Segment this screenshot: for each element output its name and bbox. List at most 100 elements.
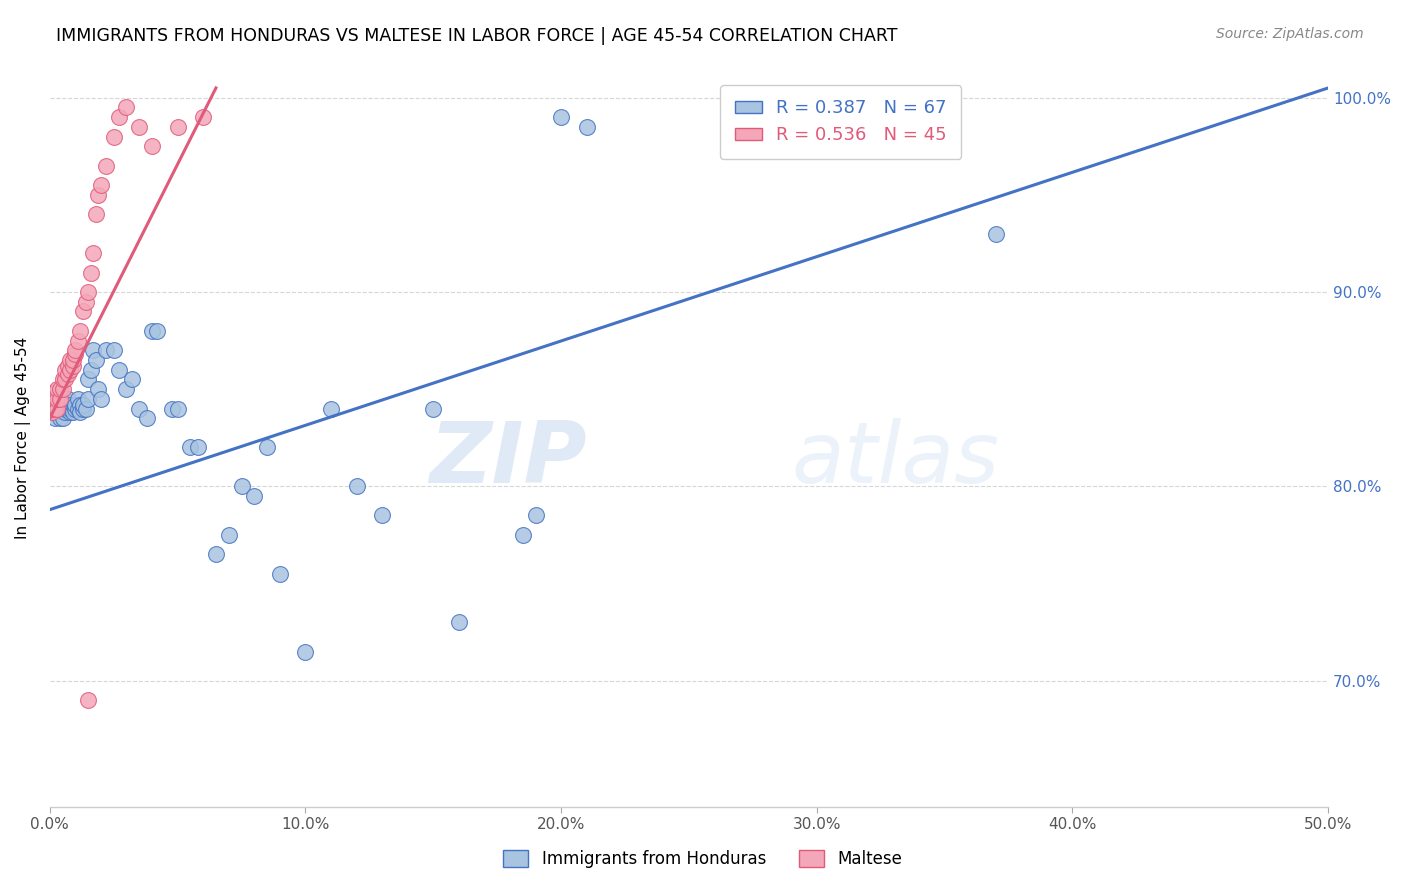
Point	[53, 363, 76, 377]
Point	[38, 401, 60, 416]
Point	[87, 187, 110, 202]
Point	[121, 372, 143, 386]
Point	[53, 401, 76, 416]
Point	[422, 401, 444, 416]
Point	[524, 508, 547, 523]
Point	[53, 398, 76, 412]
Legend: R = 0.387   N = 67, R = 0.536   N = 45: R = 0.387 N = 67, R = 0.536 N = 45	[720, 85, 962, 159]
Text: ZIP: ZIP	[429, 418, 586, 501]
Point	[84, 207, 107, 221]
Point	[79, 266, 101, 280]
Y-axis label: In Labor Force | Age 45-54: In Labor Force | Age 45-54	[15, 336, 31, 539]
Point	[146, 324, 169, 338]
Point	[41, 401, 63, 416]
Point	[72, 398, 94, 412]
Point	[65, 398, 87, 412]
Point	[231, 479, 253, 493]
Point	[62, 359, 84, 373]
Point	[44, 386, 66, 401]
Point	[46, 401, 69, 416]
Point	[79, 363, 101, 377]
Point	[66, 392, 89, 406]
Point	[41, 398, 63, 412]
Point	[77, 392, 100, 406]
Point	[38, 392, 60, 406]
Point	[162, 401, 184, 416]
Legend: Immigrants from Honduras, Maltese: Immigrants from Honduras, Maltese	[496, 843, 910, 875]
Point	[166, 401, 188, 416]
Point	[46, 392, 69, 406]
Point	[56, 392, 79, 406]
Point	[65, 343, 87, 358]
Text: Source: ZipAtlas.com: Source: ZipAtlas.com	[1216, 27, 1364, 41]
Text: atlas: atlas	[792, 418, 1000, 501]
Point	[49, 392, 72, 406]
Point	[59, 363, 82, 377]
Point	[66, 401, 89, 416]
Point	[141, 139, 163, 153]
Point	[41, 392, 63, 406]
Point	[575, 120, 598, 134]
Point	[51, 382, 73, 396]
Point	[84, 353, 107, 368]
Text: IMMIGRANTS FROM HONDURAS VS MALTESE IN LABOR FORCE | AGE 45-54 CORRELATION CHART: IMMIGRANTS FROM HONDURAS VS MALTESE IN L…	[56, 27, 898, 45]
Point	[166, 120, 188, 134]
Point	[62, 401, 84, 416]
Point	[256, 441, 278, 455]
Point	[72, 304, 94, 318]
Point	[94, 159, 117, 173]
Point	[59, 405, 82, 419]
Point	[103, 343, 125, 358]
Point	[41, 405, 63, 419]
Point	[115, 382, 138, 396]
Point	[69, 405, 91, 419]
Point	[51, 405, 73, 419]
Point	[51, 411, 73, 425]
Point	[49, 401, 72, 416]
Point	[49, 382, 72, 396]
Point	[66, 334, 89, 348]
Point	[269, 566, 291, 581]
Point	[41, 405, 63, 419]
Point	[107, 363, 129, 377]
Point	[53, 405, 76, 419]
Point	[103, 129, 125, 144]
Point	[69, 324, 91, 338]
Point	[59, 353, 82, 368]
Point	[550, 110, 572, 124]
Point	[447, 615, 470, 630]
Point	[346, 479, 368, 493]
Point	[94, 343, 117, 358]
Point	[294, 644, 316, 658]
Point	[62, 405, 84, 419]
Point	[51, 372, 73, 386]
Point	[46, 398, 69, 412]
Point	[128, 401, 150, 416]
Point	[75, 401, 97, 416]
Point	[179, 441, 201, 455]
Point	[107, 110, 129, 124]
Point	[205, 547, 228, 561]
Point	[46, 405, 69, 419]
Point	[115, 100, 138, 114]
Point	[49, 411, 72, 425]
Point	[65, 347, 87, 361]
Point	[77, 372, 100, 386]
Point	[243, 489, 266, 503]
Point	[53, 372, 76, 386]
Point	[141, 324, 163, 338]
Point	[77, 693, 100, 707]
Point	[82, 246, 104, 260]
Point	[38, 386, 60, 401]
Point	[128, 120, 150, 134]
Point	[75, 294, 97, 309]
Point	[512, 528, 534, 542]
Point	[62, 353, 84, 368]
Point	[218, 528, 240, 542]
Point	[46, 382, 69, 396]
Point	[56, 398, 79, 412]
Point	[87, 382, 110, 396]
Point	[65, 401, 87, 416]
Point	[59, 401, 82, 416]
Point	[319, 401, 342, 416]
